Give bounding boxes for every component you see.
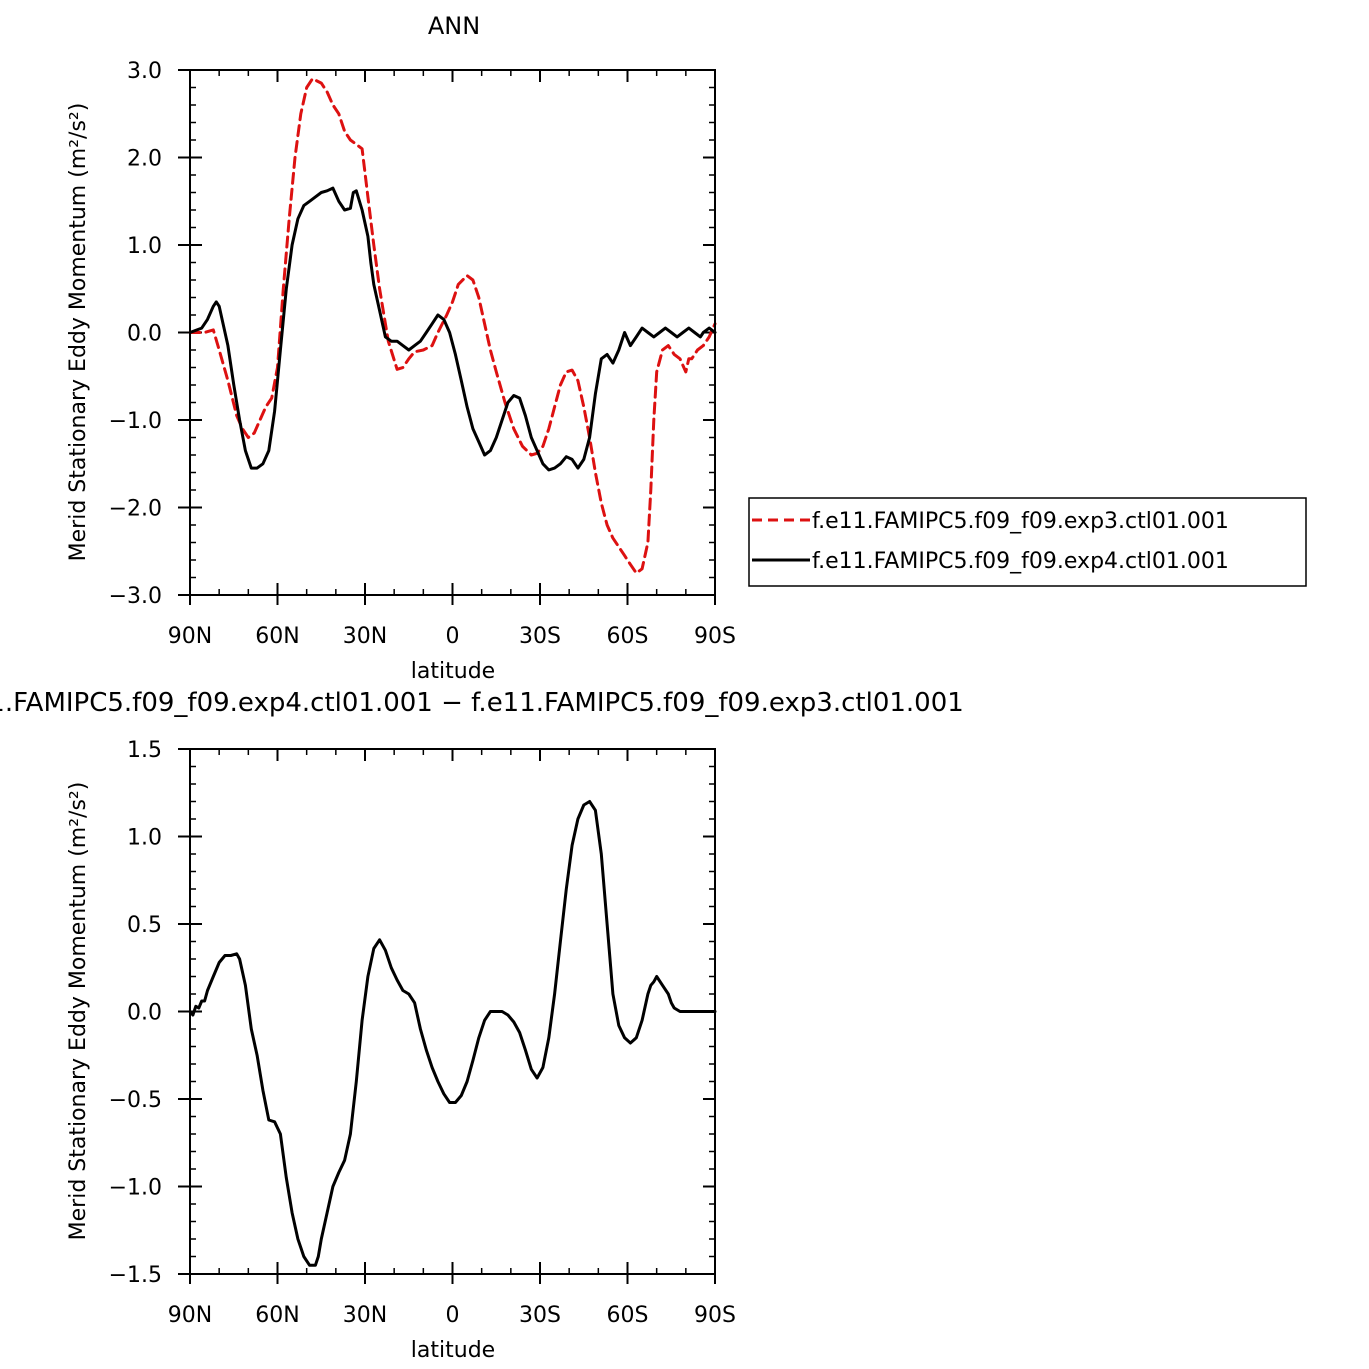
bottom-x-tick-label: 60S: [607, 1303, 649, 1328]
top-x-tick-label: 30S: [519, 624, 561, 649]
top-series-line-0: [188, 77, 717, 575]
top-x-tick-label: 60S: [607, 624, 649, 649]
top-y-tick-label: −1.0: [109, 409, 162, 434]
top-y-tick-label: 3.0: [127, 59, 162, 84]
top-series-line-1: [188, 186, 717, 472]
bottom-x-axis-label: latitude: [411, 1338, 495, 1363]
bottom-y-tick-label: −1.5: [109, 1263, 162, 1288]
bottom-y-axis-label: Merid Stationary Eddy Momentum (m²/s²): [66, 782, 91, 1241]
bottom-y-tick-label: 1.0: [127, 826, 162, 851]
top-x-tick-label: 60N: [255, 624, 299, 649]
legend-box: [748, 497, 1307, 587]
top-series-group: [188, 77, 717, 575]
top-x-axis-label: latitude: [411, 659, 495, 684]
top-y-tick-label: −3.0: [109, 584, 162, 609]
bottom-y-tick-label: 0.5: [127, 913, 162, 938]
top-y-tick-label: 0.0: [127, 322, 162, 347]
bottom-x-tick-label: 90S: [694, 1303, 736, 1328]
bottom-series-line-0: [188, 800, 717, 1267]
top-chart-title: ANN: [428, 12, 480, 40]
bottom-y-tick-label: −0.5: [109, 1088, 162, 1113]
top-y-tick-label: −2.0: [109, 497, 162, 522]
bottom-chart-title: f.e11.FAMIPC5.f09_f09.exp4.ctl01.001 − f…: [0, 688, 964, 718]
bottom-panel: f.e11.FAMIPC5.f09_f09.exp4.ctl01.001 − f…: [0, 688, 964, 1363]
top-axes: 90N 60N 30N 0 30S 60S 90S −3.0 −2.0 −1.0 0.0 1.0 2.0…: [109, 59, 736, 649]
bottom-series-group: [188, 800, 717, 1267]
bottom-x-tick-label: 0: [446, 1303, 460, 1328]
bottom-y-tick-label: −1.0: [109, 1176, 162, 1201]
top-x-tick-label: 90S: [694, 624, 736, 649]
top-y-tick-label: 2.0: [127, 147, 162, 172]
bottom-x-tick-label: 30S: [519, 1303, 561, 1328]
bottom-plot-frame: [189, 748, 716, 1275]
bottom-x-tick-label: 30N: [343, 1303, 387, 1328]
bottom-x-tick-label: 90N: [168, 1303, 212, 1328]
bottom-y-tick-label: 1.5: [127, 738, 162, 763]
legend-label-exp3: f.e11.FAMIPC5.f09_f09.exp3.ctl01.001: [812, 509, 1229, 534]
top-plot-frame: [189, 69, 716, 596]
legend-label-exp4: f.e11.FAMIPC5.f09_f09.exp4.ctl01.001: [812, 549, 1229, 574]
top-panel: ANN 90N 60N 30N 0 30S 60S 90S −3.0 −2.0 −1.0 0.0 1.…: [66, 12, 1307, 684]
top-x-tick-label: 30N: [343, 624, 387, 649]
top-y-axis-label: Merid Stationary Eddy Momentum (m²/s²): [66, 103, 91, 562]
bottom-y-tick-label: 0.0: [127, 1001, 162, 1026]
bottom-x-tick-label: 60N: [255, 1303, 299, 1328]
top-x-tick-label: 0: [446, 624, 460, 649]
legend: f.e11.FAMIPC5.f09_f09.exp3.ctl01.001 f.e…: [748, 497, 1307, 587]
top-y-tick-label: 1.0: [127, 234, 162, 259]
top-x-tick-label: 90N: [168, 624, 212, 649]
